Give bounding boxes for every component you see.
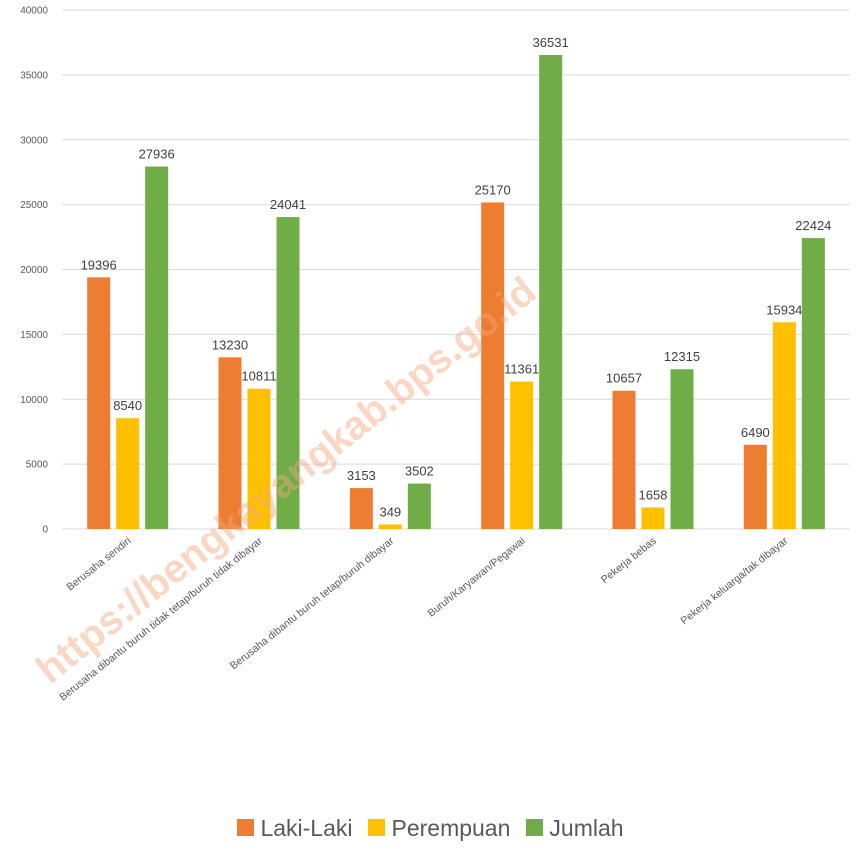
y-axis: 0 5000 10000 15000 20000 25000 30000 35000 40000 xyxy=(20,6,48,536)
category-label: Berusaha dibantu buruh tetap/buruh dibay… xyxy=(228,535,397,673)
data-label: 13230 xyxy=(212,337,248,352)
legend-swatch xyxy=(368,819,386,836)
y-tick-label: 15000 xyxy=(20,330,48,341)
legend-label: Perempuan xyxy=(391,815,511,841)
data-label: 15934 xyxy=(766,302,802,317)
bar-perempuan xyxy=(772,322,796,529)
bar-perempuan xyxy=(641,507,665,529)
bar-jumlah xyxy=(670,369,694,529)
data-label: 36531 xyxy=(533,35,569,50)
y-tick-label: 35000 xyxy=(20,70,48,81)
category-label: Pekerja keluarga/tak dibayar xyxy=(679,535,791,628)
legend-item: Perempuan xyxy=(368,815,510,842)
category-label: Buruh/Karyawan/Pegawai xyxy=(426,535,528,620)
bar-perempuan xyxy=(378,524,402,529)
data-label: 19396 xyxy=(81,257,117,272)
legend-item: Laki-Laki xyxy=(237,815,352,842)
bar-laki-laki xyxy=(612,390,636,529)
bar-laki-laki xyxy=(349,488,373,529)
bars xyxy=(87,55,825,530)
data-label: 10657 xyxy=(606,371,642,386)
data-label: 11361 xyxy=(504,362,539,377)
bar-jumlah xyxy=(276,217,300,529)
data-label: 3153 xyxy=(347,468,376,483)
bar-jumlah xyxy=(801,238,825,530)
bar-jumlah xyxy=(539,55,563,529)
category-label: Pekerja bebas xyxy=(599,535,659,586)
data-label: 1658 xyxy=(639,487,668,502)
gridlines xyxy=(62,9,850,530)
bar-laki-laki xyxy=(743,444,767,529)
bar-jumlah xyxy=(145,166,169,529)
data-label: 25170 xyxy=(475,182,511,197)
y-tick-label: 30000 xyxy=(20,135,48,146)
legend: Laki-Laki Perempuan Jumlah xyxy=(0,815,861,842)
bar-perempuan xyxy=(510,381,534,529)
data-label: 349 xyxy=(379,504,401,519)
data-label: 10811 xyxy=(241,369,276,384)
y-tick-label: 25000 xyxy=(20,200,48,211)
data-label: 8540 xyxy=(113,398,142,413)
bar-laki-laki xyxy=(218,357,242,529)
legend-swatch xyxy=(237,819,255,836)
y-tick-label: 5000 xyxy=(26,460,49,471)
legend-item: Jumlah xyxy=(526,815,624,842)
bar-perempuan xyxy=(116,418,140,529)
data-label: 22424 xyxy=(795,218,831,233)
data-label: 12315 xyxy=(664,349,700,364)
data-label: 27936 xyxy=(139,147,175,162)
bar-chart: 0 5000 10000 15000 20000 25000 30000 35000 40000… xyxy=(20,6,850,704)
legend-label: Jumlah xyxy=(549,815,624,841)
y-tick-label: 20000 xyxy=(20,265,48,276)
y-tick-label: 0 xyxy=(42,525,48,536)
bar-laki-laki xyxy=(481,202,505,529)
legend-swatch xyxy=(526,819,544,836)
y-tick-label: 10000 xyxy=(20,395,48,406)
y-tick-label: 40000 xyxy=(20,6,48,17)
data-label: 24041 xyxy=(270,197,306,212)
data-labels: 19396 8540 27936 13230 10811 24041 3153 349 3502… xyxy=(81,35,832,519)
data-label: 3502 xyxy=(405,464,434,479)
data-label: 6490 xyxy=(741,425,770,440)
bar-laki-laki xyxy=(87,277,111,529)
bar-perempuan xyxy=(247,388,271,529)
bar-jumlah xyxy=(407,483,431,529)
legend-label: Laki-Laki xyxy=(260,815,353,841)
